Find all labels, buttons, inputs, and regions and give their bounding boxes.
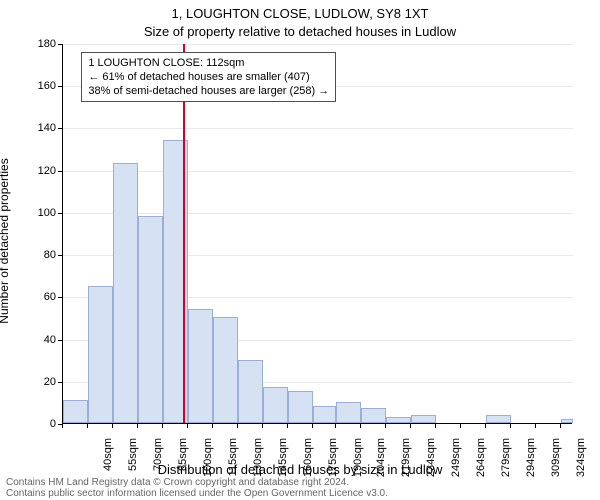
- x-tick-label: 145sqm: [277, 438, 289, 488]
- y-tick-mark: [58, 44, 62, 45]
- annotation-line: 38% of semi-detached houses are larger (…: [88, 84, 329, 98]
- x-tick-label: 190sqm: [352, 438, 364, 488]
- x-tick-label: 70sqm: [152, 438, 164, 488]
- x-tick-mark: [535, 424, 536, 428]
- x-tick-mark: [87, 424, 88, 428]
- y-tick-label: 20: [0, 376, 56, 388]
- x-tick-mark: [287, 424, 288, 428]
- x-tick-label: 85sqm: [177, 438, 189, 488]
- x-tick-label: 55sqm: [127, 438, 139, 488]
- x-tick-label: 219sqm: [400, 438, 412, 488]
- histogram-bar: [386, 417, 411, 423]
- histogram-bar: [361, 408, 386, 423]
- y-tick-label: 0: [0, 418, 56, 430]
- x-tick-mark: [335, 424, 336, 428]
- histogram-bar: [486, 415, 511, 423]
- annotation-line: ← 61% of detached houses are smaller (40…: [88, 70, 329, 84]
- annotation-box: 1 LOUGHTON CLOSE: 112sqm← 61% of detache…: [81, 52, 336, 103]
- histogram-bar: [213, 317, 238, 423]
- histogram-bar: [411, 415, 436, 423]
- histogram-bar: [113, 163, 138, 423]
- x-tick-label: 160sqm: [302, 438, 314, 488]
- x-tick-mark: [460, 424, 461, 428]
- y-tick-label: 140: [0, 122, 56, 134]
- annotation-line: 1 LOUGHTON CLOSE: 112sqm: [88, 56, 329, 70]
- x-tick-mark: [237, 424, 238, 428]
- x-tick-label: 115sqm: [227, 438, 239, 488]
- x-tick-label: 309sqm: [550, 438, 562, 488]
- histogram-bar: [88, 286, 113, 423]
- y-tick-label: 100: [0, 207, 56, 219]
- y-tick-label: 180: [0, 38, 56, 50]
- x-tick-mark: [385, 424, 386, 428]
- histogram-bar: [63, 400, 88, 423]
- histogram-bar: [313, 406, 336, 423]
- y-tick-label: 60: [0, 291, 56, 303]
- chart-container: { "chart": { "type": "histogram", "title…: [0, 0, 600, 500]
- gridline: [63, 128, 573, 129]
- gridline: [63, 171, 573, 172]
- histogram-bar: [238, 360, 263, 423]
- y-tick-mark: [58, 213, 62, 214]
- x-tick-mark: [162, 424, 163, 428]
- x-tick-label: 175sqm: [327, 438, 339, 488]
- x-tick-label: 100sqm: [202, 438, 214, 488]
- x-tick-mark: [312, 424, 313, 428]
- x-tick-mark: [187, 424, 188, 428]
- y-tick-mark: [58, 171, 62, 172]
- x-tick-label: 130sqm: [252, 438, 264, 488]
- x-tick-label: 249sqm: [450, 438, 462, 488]
- x-tick-mark: [435, 424, 436, 428]
- x-tick-mark: [560, 424, 561, 428]
- x-tick-mark: [137, 424, 138, 428]
- x-tick-mark: [410, 424, 411, 428]
- x-tick-mark: [510, 424, 511, 428]
- x-tick-label: 324sqm: [575, 438, 587, 488]
- x-tick-mark: [212, 424, 213, 428]
- y-tick-mark: [58, 86, 62, 87]
- gridline: [63, 44, 573, 45]
- footer-line-2: Contains public sector information licen…: [6, 488, 594, 499]
- y-tick-mark: [58, 382, 62, 383]
- y-tick-label: 80: [0, 249, 56, 261]
- y-tick-label: 40: [0, 334, 56, 346]
- x-tick-mark: [485, 424, 486, 428]
- histogram-bar: [336, 402, 361, 423]
- plot-area: 1 LOUGHTON CLOSE: 112sqm← 61% of detache…: [62, 44, 572, 424]
- x-tick-mark: [360, 424, 361, 428]
- histogram-bar: [138, 216, 163, 423]
- y-tick-mark: [58, 255, 62, 256]
- y-tick-label: 120: [0, 165, 56, 177]
- histogram-bar: [288, 391, 313, 423]
- chart-title-main: 1, LOUGHTON CLOSE, LUDLOW, SY8 1XT: [0, 6, 600, 21]
- y-tick-mark: [58, 297, 62, 298]
- y-tick-label: 160: [0, 80, 56, 92]
- histogram-bar: [188, 309, 213, 423]
- y-tick-mark: [58, 128, 62, 129]
- gridline: [63, 213, 573, 214]
- chart-title-sub: Size of property relative to detached ho…: [0, 24, 600, 39]
- x-tick-mark: [262, 424, 263, 428]
- x-tick-label: 234sqm: [425, 438, 437, 488]
- x-tick-label: 294sqm: [525, 438, 537, 488]
- x-tick-mark: [112, 424, 113, 428]
- y-tick-mark: [58, 340, 62, 341]
- x-tick-label: 204sqm: [375, 438, 387, 488]
- x-tick-mark: [62, 424, 63, 428]
- x-tick-label: 279sqm: [500, 438, 512, 488]
- x-tick-label: 264sqm: [475, 438, 487, 488]
- histogram-bar: [263, 387, 288, 423]
- x-tick-label: 40sqm: [102, 438, 114, 488]
- histogram-bar: [561, 419, 573, 423]
